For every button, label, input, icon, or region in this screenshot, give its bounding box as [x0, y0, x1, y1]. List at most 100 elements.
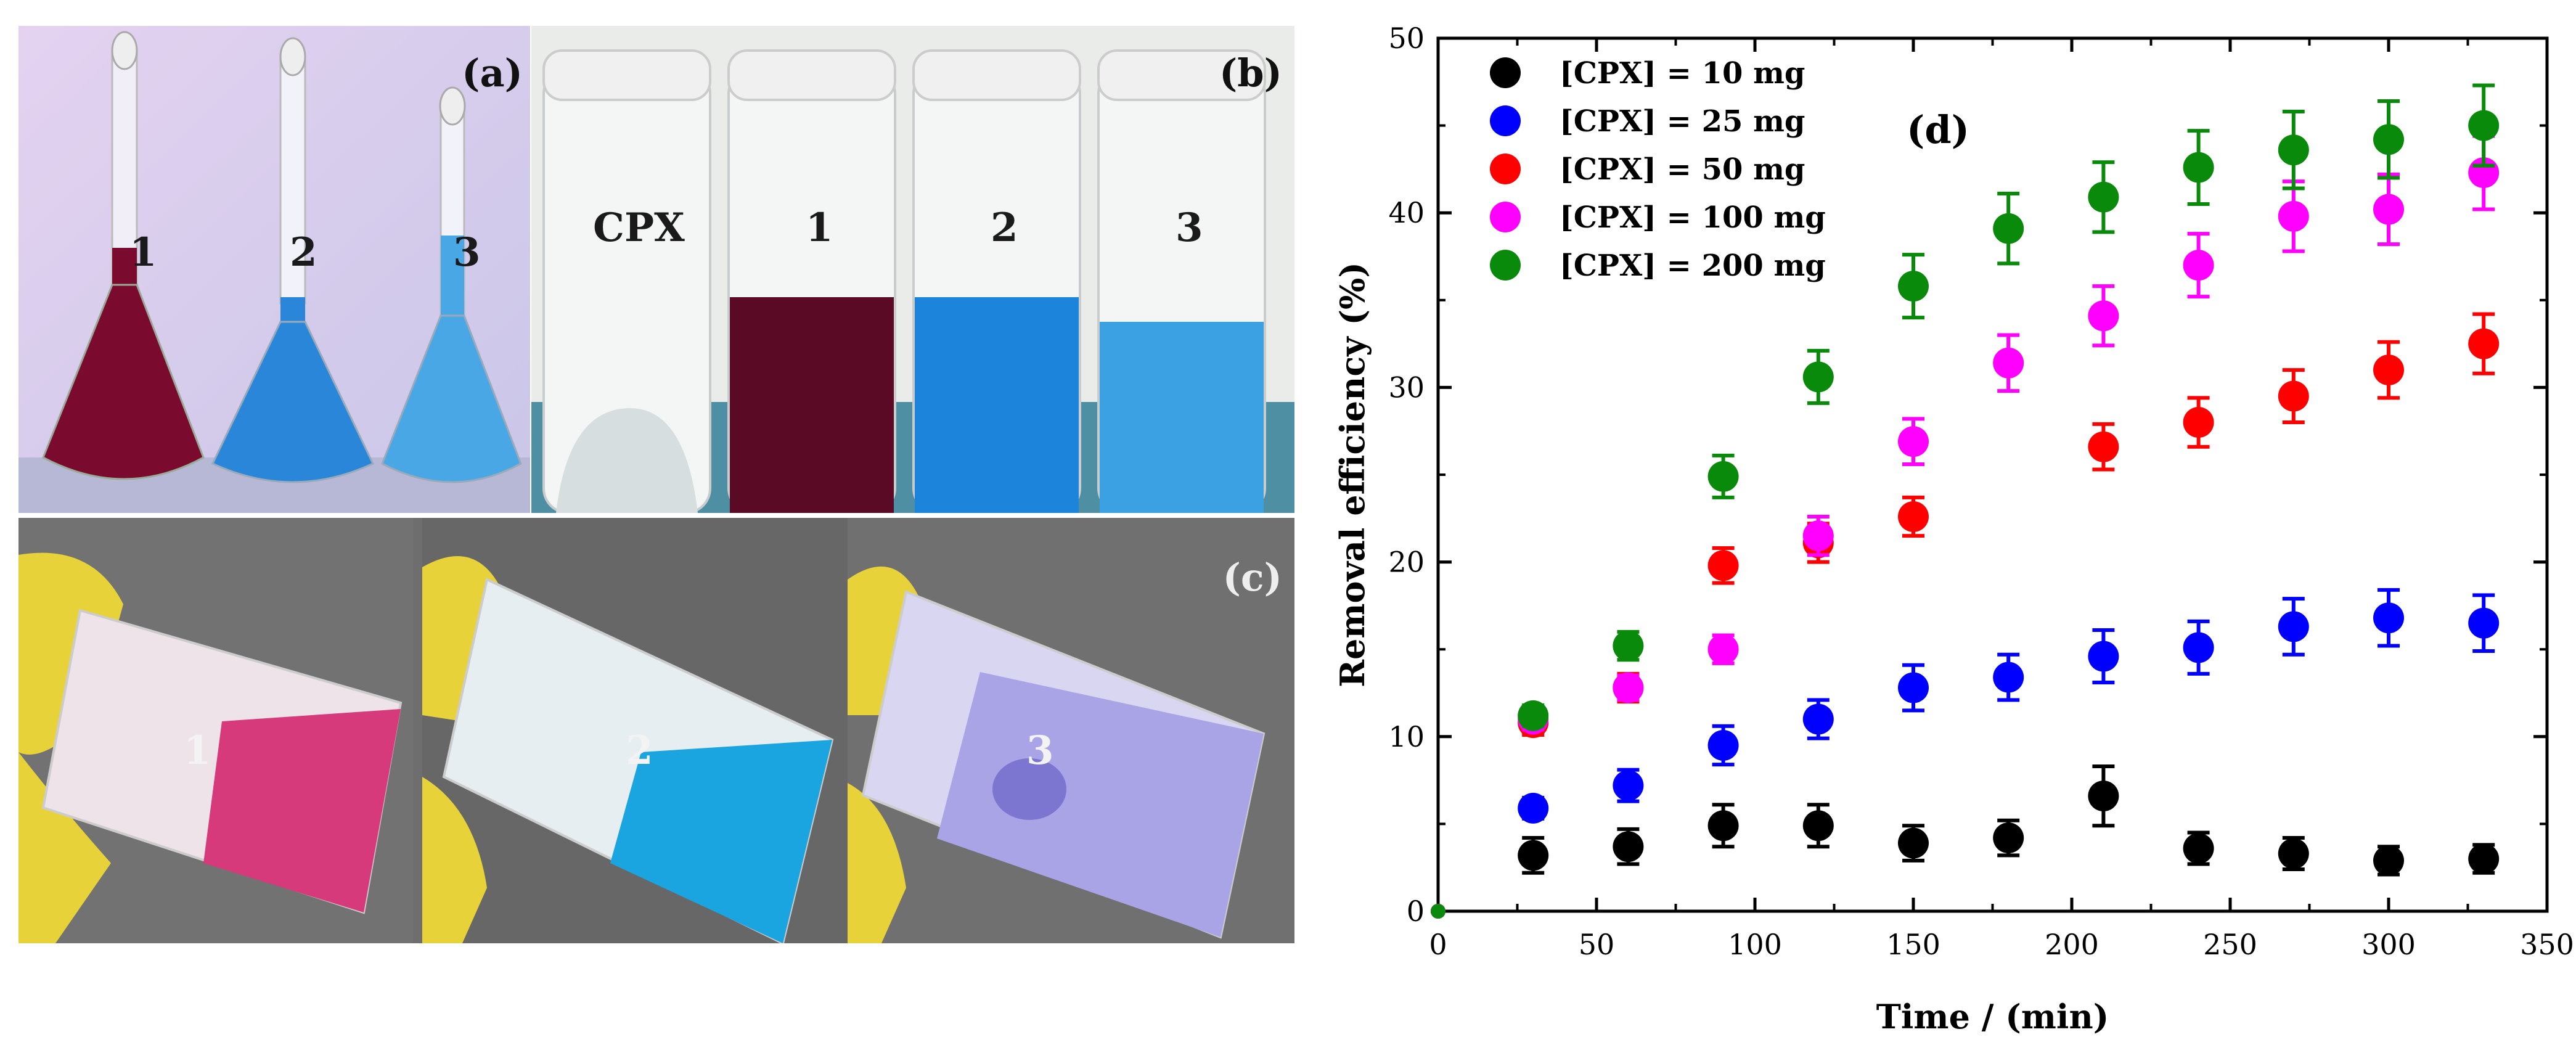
- y-tick-label: 30: [1388, 371, 1425, 404]
- data-point: [2088, 181, 2119, 213]
- flask-label-2: 2: [290, 229, 317, 276]
- x-tick-label: 250: [2203, 928, 2257, 961]
- data-point: [2088, 781, 2119, 812]
- data-point: [2088, 431, 2119, 462]
- data-point: [1613, 630, 1644, 662]
- flask-2: [211, 37, 375, 483]
- data-point: [2373, 354, 2404, 386]
- data-point: [1898, 501, 1929, 532]
- data-point: [1802, 361, 1834, 393]
- data-point: [2373, 124, 2404, 155]
- y-axis-label: Removal efficiency (%): [1333, 262, 1372, 687]
- legend-marker: [1490, 57, 1521, 88]
- vials-illustration: [531, 26, 1294, 513]
- legend-entry: [CPX] = 10 mg: [1560, 56, 1805, 91]
- data-point: [2278, 380, 2309, 412]
- x-axis-label: Time / (min): [1876, 997, 2109, 1036]
- data-point: [1707, 634, 1739, 665]
- data-point: [1993, 213, 2024, 244]
- data-point: [1993, 347, 2024, 379]
- data-point: [1707, 461, 1739, 492]
- data-point: [2183, 250, 2214, 281]
- data-point: [2373, 602, 2404, 634]
- data-point: [2088, 300, 2119, 332]
- data-point: [2468, 607, 2500, 639]
- vial-label-1: 1: [806, 205, 833, 251]
- flask-1: [42, 31, 205, 480]
- data-point: [1613, 831, 1644, 863]
- data-point: [1898, 271, 1929, 302]
- tilted-vial-label-3: 3: [1026, 727, 1054, 774]
- legend-marker: [1490, 202, 1521, 232]
- x-tick-label: 350: [2520, 928, 2574, 961]
- data-point: [2183, 152, 2214, 183]
- y-tick-label: 20: [1388, 546, 1425, 579]
- vial-label-3: 3: [1176, 205, 1203, 251]
- photo-panel-b: (b) CPX 1 2 3: [531, 26, 1294, 513]
- data-point: [2183, 833, 2214, 864]
- x-tick-label: 150: [1886, 928, 1940, 961]
- data-point: [2278, 134, 2309, 166]
- panel-d-label: (d): [1907, 107, 1969, 152]
- data-point: [1707, 729, 1739, 761]
- data-point: [2468, 110, 2500, 141]
- data-point: [1431, 904, 1445, 919]
- data-point: [1802, 810, 1834, 842]
- x-tick-label: 50: [1579, 928, 1615, 961]
- flask-label-3: 3: [453, 229, 481, 276]
- data-point: [1707, 810, 1739, 842]
- data-point: [1898, 426, 1929, 457]
- panel-c-label: (c): [1222, 555, 1282, 600]
- tilted-vial-label-2: 2: [626, 727, 653, 774]
- data-point: [2183, 632, 2214, 663]
- photo-panel-c: (c) 1 2 3: [18, 518, 1294, 943]
- data-point: [1518, 792, 1549, 824]
- tilted-vial-3: [848, 566, 1266, 943]
- photo-panel-a: (a) 1 2 3: [18, 26, 530, 513]
- tilted-vial-label-1: 1: [184, 727, 211, 774]
- vial-label-2: 2: [991, 205, 1018, 251]
- tilted-vial-1: [18, 552, 403, 943]
- data-point: [1613, 770, 1644, 801]
- x-tick-label: 200: [2045, 928, 2099, 961]
- gloved-vials-illustration: [18, 518, 1294, 943]
- flask-label-1: 1: [129, 229, 157, 276]
- data-point: [1613, 672, 1644, 703]
- flasks-illustration: [18, 26, 530, 513]
- legend-marker: [1490, 154, 1521, 184]
- data-point: [2278, 838, 2309, 869]
- data-point: [1707, 550, 1739, 581]
- data-point: [1993, 662, 2024, 693]
- data-point: [1898, 827, 1929, 859]
- tilted-vial-2: [422, 556, 834, 943]
- vial-cpx: [542, 49, 711, 513]
- panel-b-label: (b): [1219, 51, 1282, 96]
- vial-1: [727, 49, 896, 513]
- data-point: [2183, 407, 2214, 438]
- data-point: [2278, 611, 2309, 642]
- legend-marker: [1490, 105, 1521, 136]
- legend-entry: [CPX] = 50 mg: [1560, 152, 1805, 187]
- legend-marker: [1490, 250, 1521, 281]
- legend-entry: [CPX] = 200 mg: [1560, 248, 1826, 283]
- plot-area: 0 50 100 150 200 250 300 350 0 10 20 30 40 50 Time / (…: [1333, 22, 2574, 1036]
- x-tick-label: 0: [1429, 928, 1447, 961]
- x-tick-label: 100: [1728, 928, 1782, 961]
- y-tick-label: 40: [1388, 196, 1425, 229]
- y-tick-label: 10: [1388, 720, 1425, 753]
- data-point: [1993, 822, 2024, 854]
- data-point: [1518, 700, 1549, 731]
- vial-label-cpx: CPX: [593, 205, 685, 251]
- data-point: [2468, 328, 2500, 359]
- data-point: [1802, 520, 1834, 552]
- data-point: [1802, 703, 1834, 735]
- data-point: [1518, 840, 1549, 871]
- removal-efficiency-chart: 0 50 100 150 200 250 300 350 0 10 20 30 40 50 Time / (…: [1333, 22, 2574, 1036]
- y-tick-label: 0: [1407, 895, 1425, 928]
- data-point: [2278, 200, 2309, 232]
- data-point: [2373, 845, 2404, 876]
- legend-entry: [CPX] = 25 mg: [1560, 104, 1805, 139]
- y-tick-label: 50: [1388, 22, 1425, 55]
- vial-3: [1097, 49, 1266, 513]
- panel-a-label: (a): [462, 51, 523, 96]
